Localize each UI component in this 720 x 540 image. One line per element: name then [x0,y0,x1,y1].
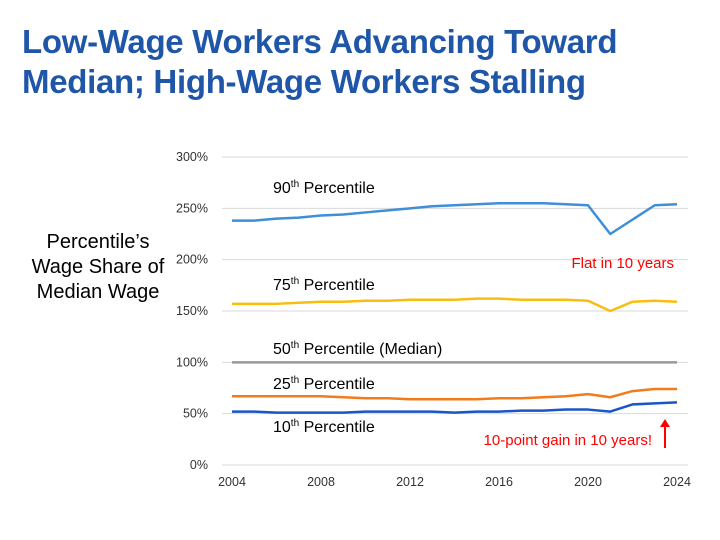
title-line-1: Low-Wage Workers Advancing Toward [22,23,618,60]
x-tick-label: 2020 [574,475,602,489]
series-line-25 [232,387,677,401]
x-tick-label: 2012 [396,475,424,489]
series-line-10 [232,401,678,414]
y-tick-label: 250% [176,201,208,215]
x-tick-label: 2004 [218,475,246,489]
series-label-90: 90th Percentile [273,179,375,197]
y-label-line: Median Wage [36,281,160,303]
chart-title: Low-Wage Workers Advancing Toward Median… [22,22,617,102]
y-tick-label: 200% [176,253,208,267]
y-label-line: Percentile’s [46,231,150,253]
y-axis-label: Percentile’s Wage Share of Median Wage [18,230,178,305]
series-line-75 [232,297,678,313]
series-label-10: 10th Percentile [273,418,375,436]
y-tick-label: 300% [176,150,208,164]
title-line-2: Median; High-Wage Workers Stalling [22,63,586,100]
series-line-90 [232,201,678,236]
series-label-25: 25th Percentile [273,375,375,393]
x-tick-label: 2024 [663,475,691,489]
annotation-gain: 10-point gain in 10 years! [484,432,652,449]
series-label-50: 50th Percentile (Median) [273,340,442,358]
y-tick-label: 100% [176,355,208,369]
y-tick-label: 0% [190,458,208,472]
series-label-75: 75th Percentile [273,276,375,294]
y-tick-label: 50% [183,407,208,421]
x-tick-label: 2008 [307,475,335,489]
y-label-line: Wage Share of [31,256,165,278]
y-tick-label: 150% [176,304,208,318]
arrow-head-icon [660,419,670,427]
annotation-flat: Flat in 10 years [571,255,674,272]
x-tick-label: 2016 [485,475,513,489]
